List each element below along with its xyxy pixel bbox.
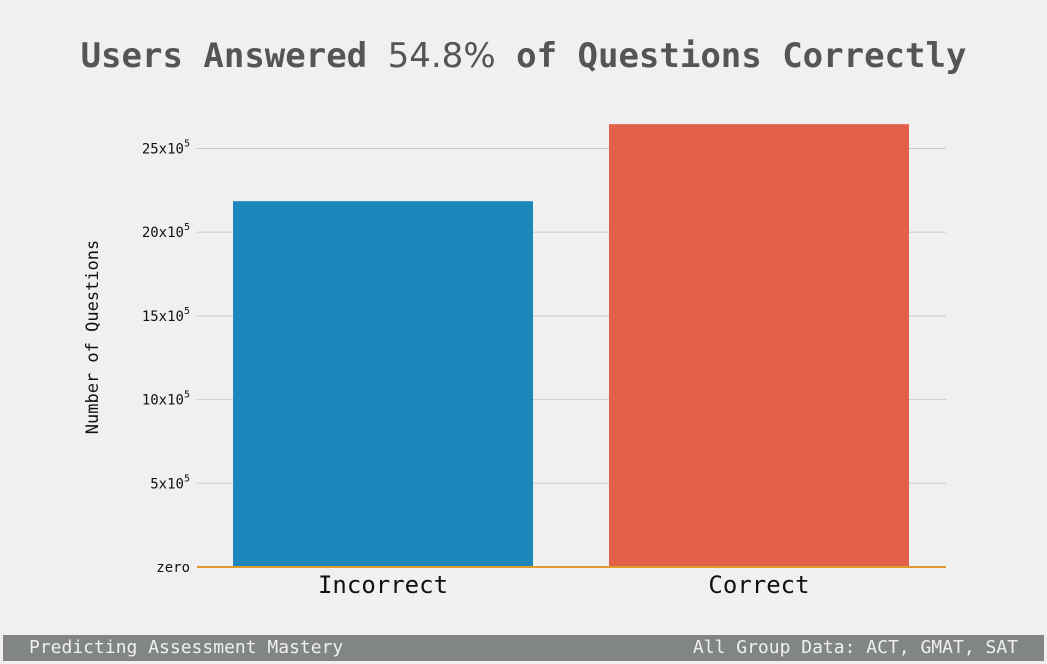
chart-title: Users Answered 54.8% of Questions Correc… [0, 36, 1047, 76]
y-tick-label: zero [156, 560, 190, 576]
title-highlight: 54.8% [387, 36, 496, 76]
y-tick-base: 10x10 [142, 393, 184, 409]
y-tick-exponent: 5 [184, 473, 190, 484]
title-part1: Users Answered [80, 36, 388, 76]
y-tick-label: 10x105 [142, 390, 190, 409]
y-tick-label: 15x105 [142, 306, 190, 325]
y-tick-exponent: 5 [184, 138, 190, 149]
x-tick-label: Incorrect [318, 571, 448, 599]
y-tick-base: 20x10 [142, 225, 184, 241]
x-tick-labels: Incorrect Correct [318, 571, 810, 599]
y-tick-label: 20x105 [142, 222, 190, 241]
y-tick-base: 15x10 [142, 309, 184, 325]
y-tick-label: 25x105 [142, 138, 190, 157]
footer-bar: Predicting Assessment Mastery All Group … [3, 635, 1044, 661]
title-part2: of Questions Correctly [495, 36, 967, 76]
bar-incorrect [233, 201, 533, 567]
bar-correct [609, 124, 909, 568]
y-tick-exponent: 5 [184, 222, 190, 233]
y-axis-label: Number of Questions [83, 240, 103, 434]
x-tick-label: Correct [708, 571, 809, 599]
footer-right-text: All Group Data: ACT, GMAT, SAT [692, 637, 1018, 658]
footer-left-text: Predicting Assessment Mastery [29, 637, 344, 658]
y-tick-exponent: 5 [184, 390, 190, 401]
y-tick-base: 25x10 [142, 141, 184, 157]
y-tick-base: 5x10 [150, 476, 184, 492]
y-tick-label: 5x105 [150, 473, 190, 492]
y-tick-base: zero [156, 560, 190, 576]
bars [233, 124, 909, 568]
y-tick-exponent: 5 [184, 306, 190, 317]
